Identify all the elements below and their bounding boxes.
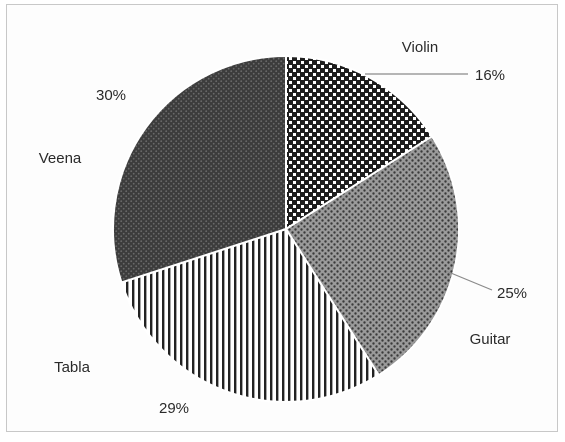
value-label-tabla: 29%	[159, 400, 189, 417]
value-label-violin: 16%	[475, 67, 505, 84]
category-label-guitar: Guitar	[470, 331, 511, 348]
category-label-veena: Veena	[39, 150, 82, 167]
category-label-violin: Violin	[402, 39, 438, 56]
category-label-tabla: Tabla	[54, 359, 91, 376]
pie-slice-guitar	[284, 134, 461, 377]
leader-line-guitar	[445, 270, 493, 291]
value-label-veena: 30%	[96, 87, 126, 104]
pie-slice-violin	[285, 54, 434, 231]
value-label-guitar: 25%	[497, 285, 527, 302]
pie-slice-tabla	[120, 227, 381, 404]
pie-slice-veena	[112, 54, 287, 284]
